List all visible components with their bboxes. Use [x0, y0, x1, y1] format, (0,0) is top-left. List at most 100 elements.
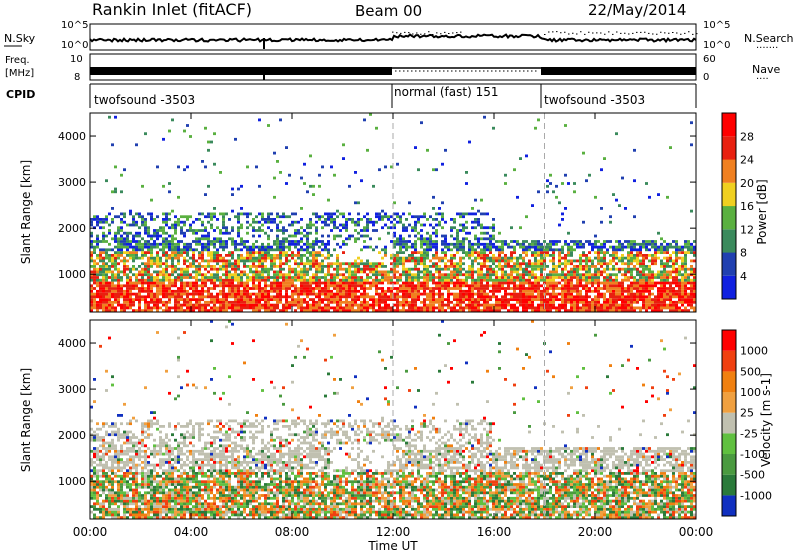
heatmap-cell — [399, 237, 402, 241]
heatmap-cell — [345, 306, 348, 310]
heatmap-cell — [210, 223, 213, 227]
heatmap-cell — [138, 248, 141, 252]
heatmap-cell — [363, 298, 366, 301]
heatmap-cell — [348, 234, 351, 238]
heatmap-cell — [501, 245, 504, 249]
heatmap-cell — [336, 265, 339, 268]
heatmap-cell — [93, 267, 96, 271]
heatmap-cell — [402, 226, 405, 230]
heatmap-cell — [519, 292, 522, 296]
heatmap-cell — [621, 267, 624, 271]
heatmap-cell — [285, 303, 288, 307]
heatmap-cell — [156, 254, 159, 257]
heatmap-cell — [120, 284, 123, 288]
heatmap-cell — [300, 231, 303, 235]
heatmap-cell — [402, 284, 405, 288]
heatmap-cell — [609, 295, 612, 299]
heatmap-cell — [267, 270, 270, 274]
heatmap-cell — [174, 254, 177, 257]
heatmap-cell — [654, 276, 657, 279]
heatmap-cell — [303, 182, 306, 185]
heatmap-cell — [534, 262, 537, 266]
heatmap-cell — [99, 436, 102, 439]
heatmap-cell — [513, 281, 516, 285]
heatmap-cell — [648, 259, 651, 263]
heatmap-cell — [276, 289, 279, 293]
heatmap-cell — [597, 284, 600, 288]
heatmap-cell — [513, 267, 516, 271]
heatmap-cell — [258, 298, 261, 301]
heatmap-cell — [522, 273, 525, 277]
heatmap-cell — [591, 281, 594, 285]
heatmap-cell — [273, 248, 276, 252]
heatmap-cell — [420, 276, 423, 279]
heatmap-cell — [396, 303, 399, 307]
heatmap-cell — [606, 281, 609, 285]
heatmap-cell — [411, 245, 414, 249]
heatmap-cell — [408, 303, 411, 307]
heatmap-cell — [432, 168, 435, 172]
heatmap-cell — [201, 284, 204, 288]
heatmap-cell — [291, 292, 294, 296]
heatmap-cell — [648, 248, 651, 252]
nsearch-dotted-line — [392, 31, 698, 35]
heatmap-cell — [312, 278, 315, 282]
heatmap-cell — [666, 295, 669, 299]
heatmap-cell — [357, 267, 360, 271]
heatmap-cell — [168, 212, 171, 216]
heatmap-cell — [546, 278, 549, 282]
heatmap-cell — [402, 259, 405, 263]
heatmap-cell — [636, 270, 639, 274]
heatmap-cell — [174, 276, 177, 279]
heatmap-cell — [192, 287, 195, 290]
heatmap-cell — [180, 226, 183, 230]
heatmap-cell — [477, 309, 480, 312]
heatmap-cell — [99, 344, 102, 348]
heatmap-cell — [378, 273, 381, 277]
heatmap-cell — [297, 262, 300, 266]
heatmap-cell — [531, 204, 534, 207]
heatmap-cell — [627, 254, 630, 257]
heatmap-cell — [444, 220, 447, 224]
heatmap-cell — [123, 212, 126, 216]
heatmap-cell — [525, 251, 528, 254]
heatmap-cell — [393, 226, 396, 230]
heatmap-cell — [642, 242, 645, 246]
heatmap-cell — [405, 256, 408, 260]
heatmap-cell — [240, 254, 243, 257]
heatmap-cell — [471, 207, 474, 210]
heatmap-cell — [183, 251, 186, 254]
heatmap-cell — [120, 245, 123, 249]
heatmap-cell — [657, 251, 660, 254]
heatmap-cell — [498, 254, 501, 257]
heatmap-cell — [234, 242, 237, 246]
heatmap-cell — [411, 298, 414, 301]
heatmap-cell — [216, 295, 219, 299]
heatmap-cell — [615, 198, 618, 202]
heatmap-cell — [129, 281, 132, 285]
heatmap-cell — [405, 287, 408, 290]
heatmap-cell — [519, 245, 522, 249]
heatmap-cell — [672, 267, 675, 271]
heatmap-cell — [426, 278, 429, 282]
heatmap-cell — [93, 430, 96, 434]
heatmap-cell — [279, 259, 282, 263]
heatmap-cell — [417, 262, 420, 266]
heatmap-cell — [351, 303, 354, 307]
heatmap-cell — [174, 298, 177, 301]
heatmap-cell — [636, 259, 639, 263]
heatmap-cell — [147, 229, 150, 232]
heatmap-cell — [312, 240, 315, 243]
heatmap-cell — [501, 256, 504, 260]
heatmap-cell — [306, 295, 309, 299]
heatmap-cell — [105, 472, 108, 475]
heatmap-cell — [129, 295, 132, 299]
heatmap-cell — [354, 240, 357, 243]
beam-label: Beam 00 — [355, 2, 422, 20]
heatmap-cell — [186, 267, 189, 271]
heatmap-cell — [381, 273, 384, 277]
heatmap-cell — [630, 245, 633, 249]
heatmap-cell — [147, 284, 150, 288]
heatmap-cell — [144, 245, 147, 249]
heatmap-cell — [114, 215, 117, 219]
